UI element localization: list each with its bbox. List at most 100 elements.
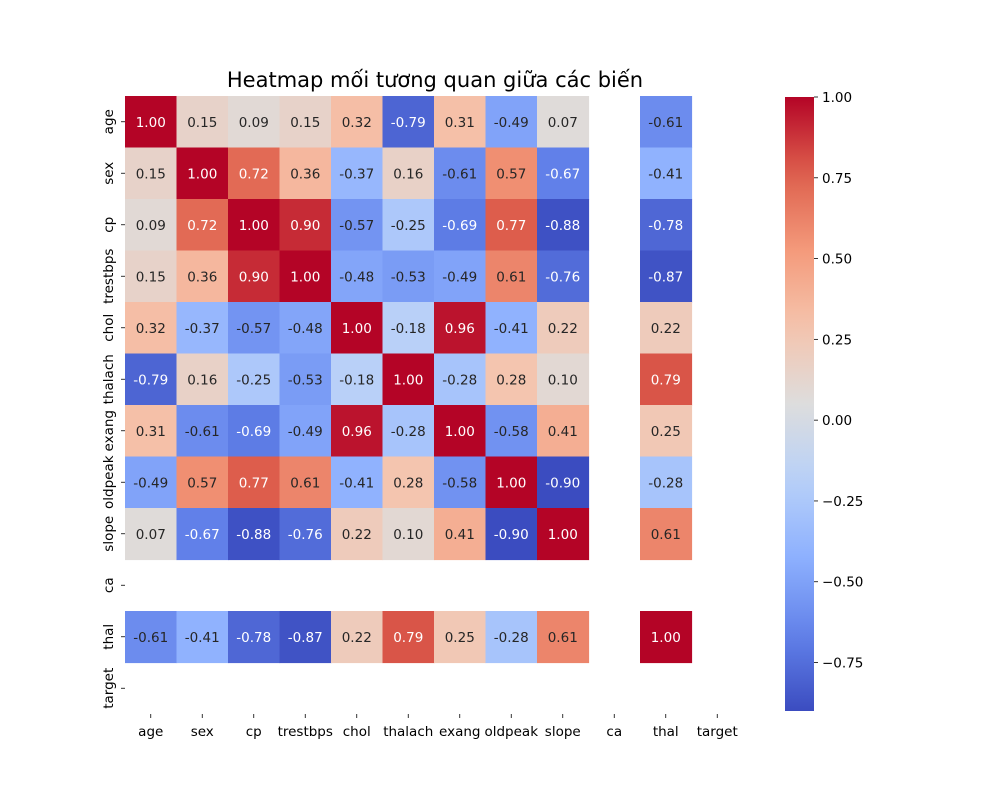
heatmap-cell-slope-trestbps <box>279 508 332 561</box>
cell-value-label: -0.78 <box>648 218 683 234</box>
x-tick-label-age: age <box>138 724 163 740</box>
cell-value-label: 1.00 <box>651 630 681 646</box>
cell-value-label: 0.32 <box>136 321 166 337</box>
cell-value-label: 0.96 <box>445 321 475 337</box>
colorbar-tick-label: −0.50 <box>822 575 863 591</box>
cell-value-label: -0.61 <box>442 166 477 182</box>
colorbar-tick-label: −0.75 <box>822 656 863 672</box>
heatmap-cell-exang-thal <box>640 405 693 458</box>
cell-value-label: -0.87 <box>288 630 323 646</box>
cell-value-label: 1.00 <box>496 475 526 491</box>
cell-value-label: -0.25 <box>391 218 426 234</box>
colorbar-tick-label: 0.00 <box>822 413 852 429</box>
heatmap-cell-age-chol <box>331 96 384 149</box>
cell-value-label: -0.37 <box>339 166 374 182</box>
cell-value-label: 0.90 <box>239 269 269 285</box>
heatmap-cell-chol-sex <box>176 302 229 355</box>
heatmap-cell-slope-age <box>125 508 178 561</box>
heatmap-cell-slope-slope <box>537 508 590 561</box>
cell-value-label: -0.28 <box>494 630 529 646</box>
y-tick-label-target: target <box>101 668 117 709</box>
heatmap-cell-oldpeak-thal <box>640 456 693 509</box>
colorbar: 1.00 0.75 0.50 0.25 0.00 −0.25 −0.50 −0.75 <box>785 90 863 711</box>
cell-value-label: -0.18 <box>391 321 426 337</box>
cell-value-label: -0.79 <box>133 372 168 388</box>
cell-value-label: -0.49 <box>133 475 168 491</box>
cell-value-label: -0.61 <box>185 424 220 440</box>
x-tick-label-sex: sex <box>191 724 214 740</box>
cell-value-label: -0.37 <box>185 321 220 337</box>
cell-value-label: 0.16 <box>393 166 423 182</box>
heatmap-cell-oldpeak-exang <box>434 456 487 509</box>
heatmap-cell-chol-age <box>125 302 178 355</box>
x-tick-label-chol: chol <box>343 724 371 740</box>
chart-title: Heatmap mối tương quan giữa các biến <box>227 68 643 92</box>
cell-value-label: 0.61 <box>496 269 526 285</box>
cell-value-label: -0.67 <box>545 166 580 182</box>
heatmap-cell-thal-exang <box>434 611 487 664</box>
x-tick-label-thalach: thalach <box>383 724 433 740</box>
cell-value-label: 1.00 <box>290 269 320 285</box>
cell-value-label: -0.90 <box>494 527 529 543</box>
cell-value-label: -0.18 <box>339 372 374 388</box>
heatmap-cell-thal-oldpeak <box>485 611 538 664</box>
x-tick-label-thal: thal <box>653 724 679 740</box>
heatmap-cell-slope-chol <box>331 508 384 561</box>
y-tick-label-chol: chol <box>101 314 117 342</box>
heatmap-cell-thalach-sex <box>176 353 229 406</box>
x-axis-ticks: age sex cp trestbps chol thalach exang oldpeak s… <box>138 714 738 740</box>
heatmap-cell-age-sex <box>176 96 229 149</box>
cell-value-label: 0.10 <box>548 372 578 388</box>
heatmap-cell-cp-age <box>125 199 178 252</box>
cell-value-label: 0.15 <box>187 115 217 131</box>
cell-value-label: 0.22 <box>651 321 681 337</box>
colorbar-tick-label: −0.25 <box>822 494 863 510</box>
cell-value-label: 0.96 <box>342 424 372 440</box>
colorbar-tick-label: 0.25 <box>822 332 852 348</box>
heatmap-cell-sex-age <box>125 147 178 200</box>
y-tick-label-slope: slope <box>101 516 117 552</box>
cell-value-label: -0.41 <box>648 166 683 182</box>
cell-value-label: -0.49 <box>288 424 323 440</box>
cell-value-label: 0.25 <box>651 424 681 440</box>
cell-value-label: -0.61 <box>133 630 168 646</box>
cell-value-label: -0.76 <box>545 269 580 285</box>
cell-value-label: 0.31 <box>445 115 475 131</box>
heatmap-cell-age-trestbps <box>279 96 332 149</box>
heatmap-cell-thalach-exang <box>434 353 487 406</box>
heatmap-cell-sex-chol <box>331 147 384 200</box>
cell-value-label: 0.16 <box>187 372 217 388</box>
heatmap-cell-cp-slope <box>537 199 590 252</box>
cell-value-label: -0.57 <box>339 218 374 234</box>
heatmap-cell-exang-slope <box>537 405 590 458</box>
cell-value-label: -0.90 <box>545 475 580 491</box>
cell-value-label: 0.72 <box>239 166 269 182</box>
x-tick-label-slope: slope <box>545 724 581 740</box>
cell-value-label: 1.00 <box>136 115 166 131</box>
heatmap-cell-slope-cp <box>228 508 281 561</box>
heatmap-cell-cp-thalach <box>382 199 435 252</box>
heatmap-cell-sex-thalach <box>382 147 435 200</box>
cell-value-label: -0.28 <box>391 424 426 440</box>
colorbar-tick-label: 0.75 <box>822 171 852 187</box>
heatmap-cell-exang-thalach <box>382 405 435 458</box>
heatmap-cells: 1.00 0.15 0.09 0.15 0.32 -0.79 0.31 -0.49 0.07 -0… <box>125 96 693 664</box>
cell-value-label: 0.28 <box>393 475 423 491</box>
heatmap-cell-slope-oldpeak <box>485 508 538 561</box>
cell-value-label: 0.72 <box>187 218 217 234</box>
heatmap-cell-sex-exang <box>434 147 487 200</box>
heatmap-cell-thal-thal <box>640 611 693 664</box>
heatmap-cell-trestbps-slope <box>537 250 590 303</box>
heatmap-cell-age-slope <box>537 96 590 149</box>
heatmap-cell-slope-thal <box>640 508 693 561</box>
cell-value-label: 0.32 <box>342 115 372 131</box>
cell-value-label: 1.00 <box>239 218 269 234</box>
heatmap-cell-exang-oldpeak <box>485 405 538 458</box>
y-tick-label-exang: exang <box>101 410 117 451</box>
heatmap-cell-age-age <box>125 96 178 149</box>
x-tick-label-target: target <box>697 724 738 740</box>
heatmap-cell-cp-oldpeak <box>485 199 538 252</box>
heatmap-cell-exang-age <box>125 405 178 458</box>
cell-value-label: -0.49 <box>442 269 477 285</box>
